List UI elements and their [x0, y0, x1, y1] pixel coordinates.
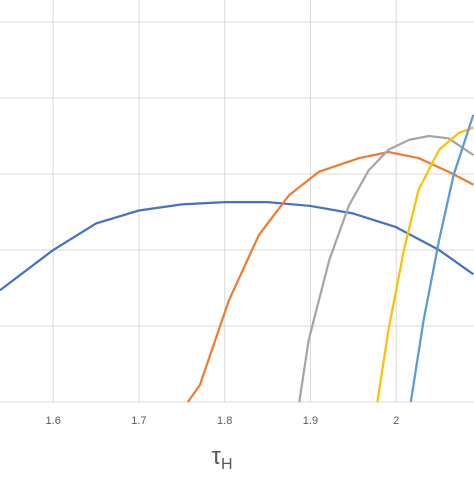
- x-axis-label: τH: [211, 443, 232, 473]
- series-line: [409, 114, 474, 403]
- series-line: [298, 134, 474, 403]
- plot-area: [0, 114, 474, 403]
- x-tick-label: 2: [393, 415, 399, 427]
- x-tick-label: 1.6: [46, 415, 61, 427]
- x-tick-label: 1.8: [217, 415, 232, 427]
- x-tick-label: 1.9: [303, 415, 318, 427]
- x-axis-label-symbol: τ: [211, 443, 221, 470]
- x-axis-label-subscript: H: [221, 456, 233, 473]
- series-line: [376, 126, 474, 403]
- grid: [0, 0, 474, 403]
- series-line: [186, 150, 474, 403]
- series-line: [0, 201, 474, 292]
- labels: 1.6 1.7 1.8 1.9 2 τH: [46, 415, 400, 473]
- x-tick-label: 1.7: [131, 415, 146, 427]
